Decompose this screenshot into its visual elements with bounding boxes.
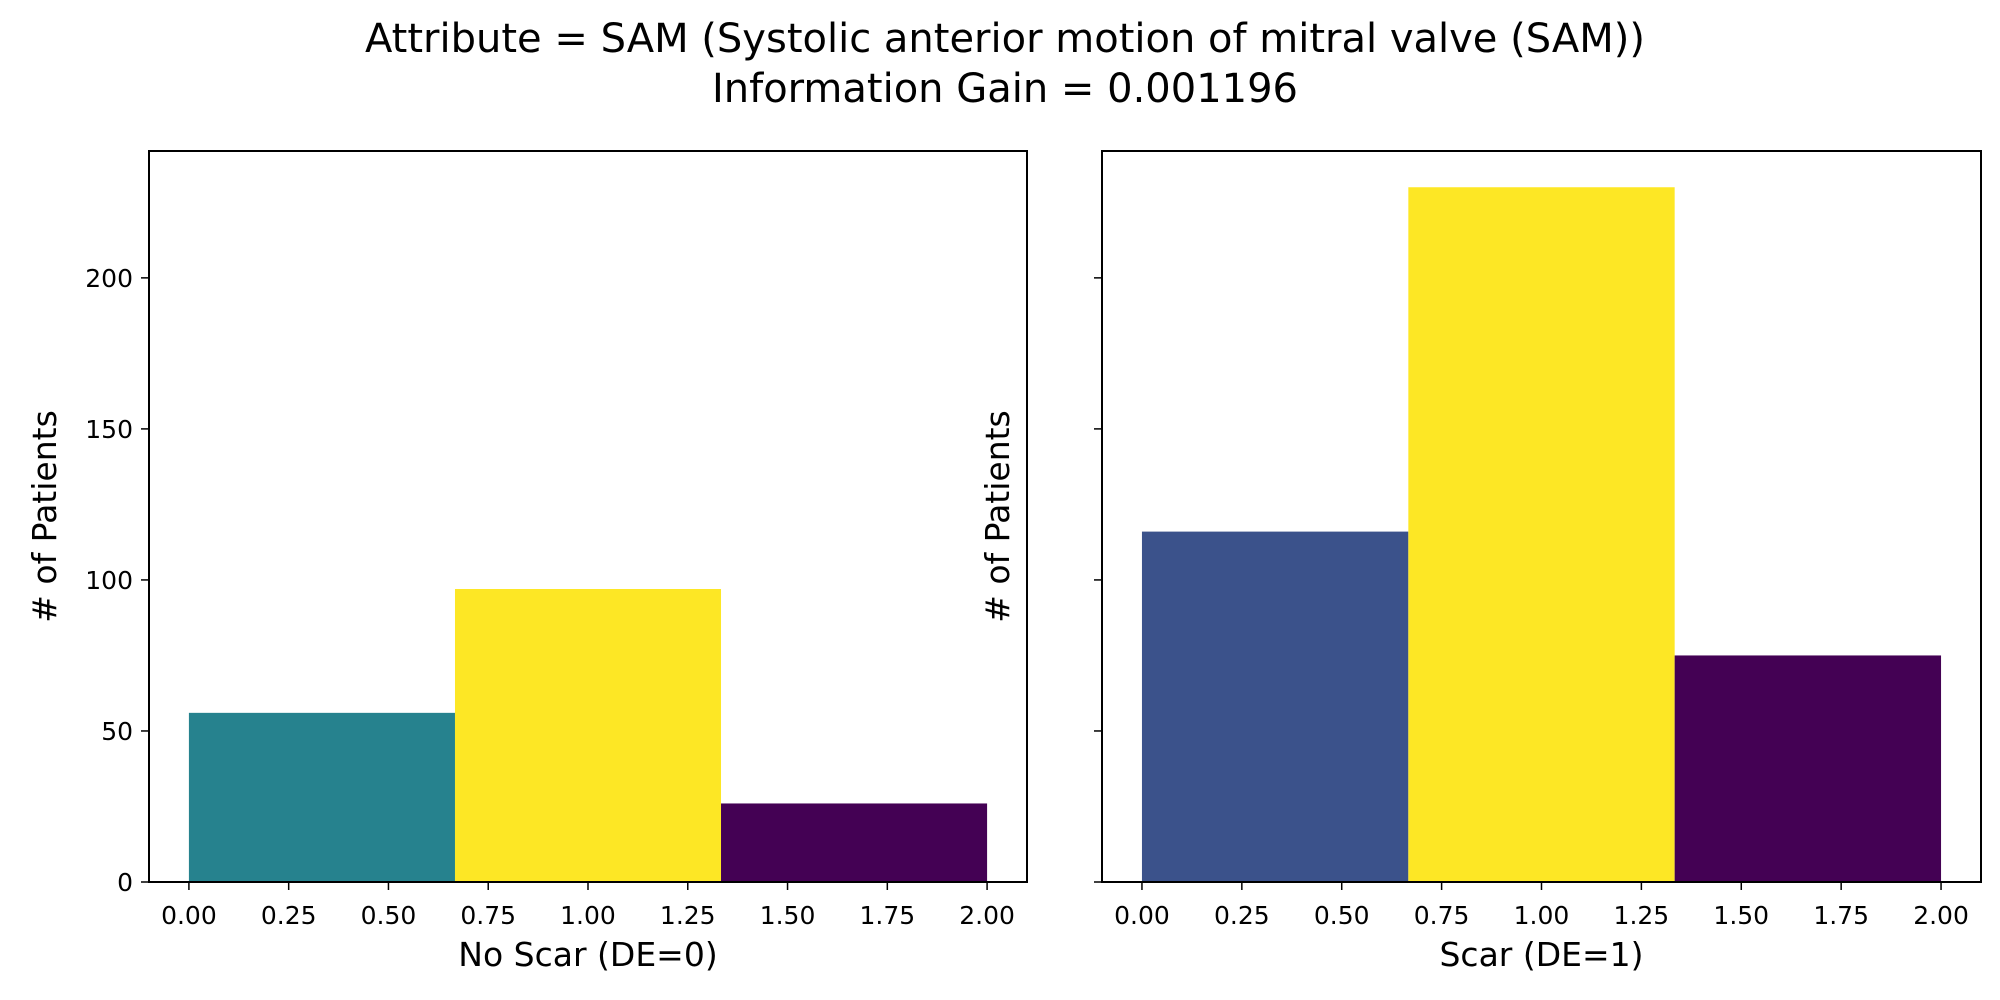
bar-1 [1408, 187, 1675, 883]
figure-title-line2: Information Gain = 0.001196 [712, 66, 1298, 112]
y-tick-label: 100 [85, 566, 133, 595]
bar-0 [188, 712, 455, 882]
figure-title-line1: Attribute = SAM (Systolic anterior motio… [365, 16, 1645, 62]
x-tick-label: 1.25 [660, 901, 716, 930]
x-tick-label: 1.00 [1514, 901, 1570, 930]
x-tick-label: 1.00 [560, 901, 616, 930]
x-tick-label: 2.00 [1913, 901, 1969, 930]
y-axis-label: # of Patients [978, 410, 1017, 623]
bar-0 [1141, 531, 1409, 882]
no-scar-histogram: 0.00 0.25 0.50 0.75 1.00 1.25 1.50 1.75 2.00 0 50 1… [25, 150, 1028, 974]
x-tick-label: 1.50 [760, 901, 816, 930]
x-axis-label: Scar (DE=1) [1439, 935, 1643, 974]
bar-1 [454, 588, 722, 882]
x-tick-label: 0.25 [261, 901, 317, 930]
x-axis-label: No Scar (DE=0) [458, 935, 717, 974]
y-tick-label: 200 [85, 264, 133, 293]
x-tick-label: 0.75 [460, 901, 516, 930]
x-tick-label: 1.50 [1713, 901, 1769, 930]
y-tick-label: 0 [117, 868, 133, 897]
x-tick-label: 0.75 [1414, 901, 1470, 930]
y-tick-label: 150 [85, 415, 133, 444]
x-tick-label: 1.75 [859, 901, 915, 930]
x-tick-label: 0.00 [1114, 901, 1170, 930]
x-tick-label: 0.25 [1214, 901, 1270, 930]
x-tick-label: 0.00 [161, 901, 217, 930]
x-tick-label: 0.50 [361, 901, 417, 930]
x-tick-label: 1.25 [1614, 901, 1670, 930]
scar-histogram: 0.00 0.25 0.50 0.75 1.00 1.25 1.50 1.75 2.00 Scar… [978, 150, 1982, 974]
bar-2 [1674, 655, 1942, 882]
y-tick-label: 50 [101, 717, 133, 746]
y-axis-label: # of Patients [25, 410, 64, 623]
bar-2 [721, 803, 988, 882]
x-tick-label: 1.75 [1813, 901, 1869, 930]
x-tick-label: 2.00 [959, 901, 1015, 930]
x-tick-label: 0.50 [1314, 901, 1370, 930]
